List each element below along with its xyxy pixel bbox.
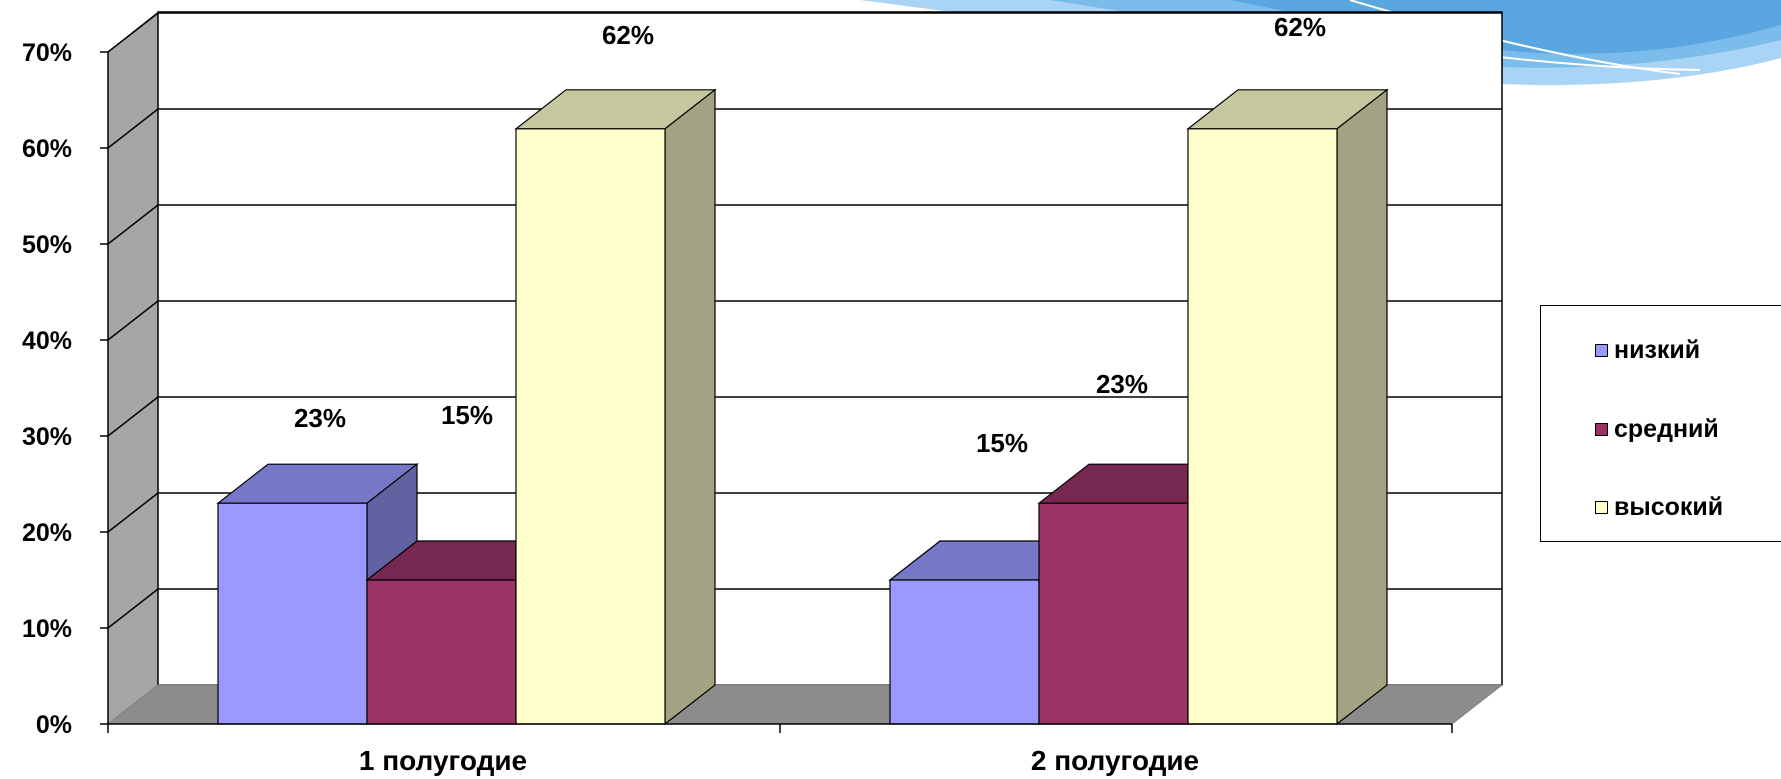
axes	[107, 52, 1453, 733]
category-label: 1 полугодие	[359, 745, 527, 776]
bar-front	[217, 502, 368, 725]
gridline-diagonal	[107, 492, 159, 533]
y-tick-label: 50%	[22, 231, 72, 259]
y-tick-label: 20%	[22, 519, 72, 547]
y-tick-label: 70%	[22, 39, 72, 67]
data-label: 15%	[441, 400, 493, 430]
bar-side	[1336, 88, 1388, 726]
data-labels: 23% 15% 15% 23% 62% 62%	[294, 12, 1326, 458]
legend: низкий средний высокий	[1540, 305, 1781, 542]
legend-item-high: высокий	[1595, 493, 1723, 522]
bar-front	[515, 128, 666, 725]
bar	[514, 88, 717, 726]
y-tick-label: 30%	[22, 423, 72, 451]
legend-swatch-low	[1595, 344, 1608, 357]
y-tick-label: 40%	[22, 327, 72, 355]
bar-front	[366, 579, 517, 725]
data-label: 23%	[294, 403, 346, 433]
category-labels: 1 полугодие 2 полугодие	[359, 745, 1199, 776]
category-label: 2 полугодие	[1031, 745, 1199, 776]
y-axis-tick-labels: 0% 10% 20% 30% 40% 50% 60% 70%	[22, 39, 108, 739]
legend-label-medium: средний	[1614, 415, 1719, 443]
data-label: 15%	[976, 428, 1028, 458]
bar-front	[1038, 502, 1189, 725]
gridline-diagonal	[107, 300, 159, 341]
data-label: 23%	[1096, 369, 1148, 399]
legend-item-medium: средний	[1595, 415, 1719, 444]
chart-side-wall	[107, 10, 159, 726]
gridline-diagonal	[107, 204, 159, 245]
bar	[1186, 88, 1389, 726]
gridline-diagonal	[107, 396, 159, 437]
gridline-diagonal	[107, 588, 159, 629]
bar-side	[664, 88, 716, 726]
legend-label-high: высокий	[1614, 493, 1724, 521]
data-label: 62%	[602, 20, 654, 50]
legend-item-low: низкий	[1595, 336, 1700, 365]
bar	[216, 462, 419, 726]
bars	[216, 88, 1389, 726]
bar-front	[1187, 128, 1338, 725]
legend-swatch-high	[1595, 501, 1608, 514]
legend-swatch-medium	[1595, 423, 1608, 436]
bar-front	[889, 579, 1040, 725]
y-tick-label: 0%	[36, 711, 72, 739]
legend-label-low: низкий	[1614, 336, 1701, 364]
gridline-diagonal	[107, 108, 159, 149]
y-tick-label: 10%	[22, 615, 72, 643]
gridline-diagonal	[107, 12, 159, 53]
y-tick-label: 60%	[22, 135, 72, 163]
data-label: 62%	[1274, 12, 1326, 42]
